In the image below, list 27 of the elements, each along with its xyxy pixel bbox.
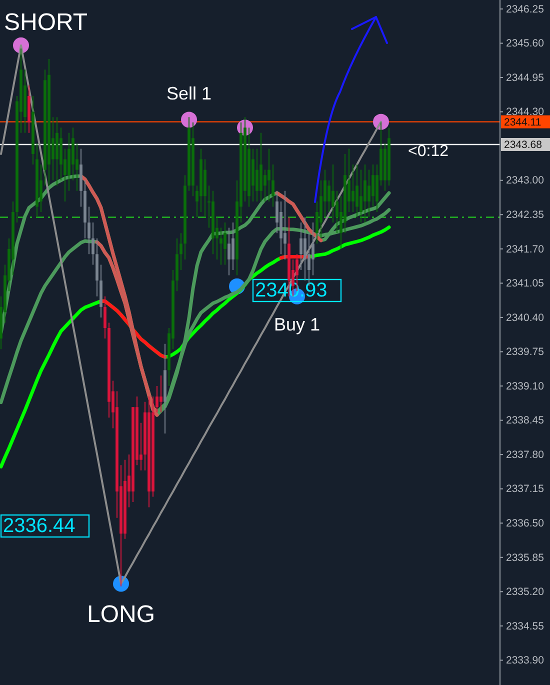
y-tick-label: 2334.55 — [506, 620, 544, 632]
y-tick-label: 2338.45 — [506, 414, 544, 427]
y-tick-label: 2335.85 — [506, 552, 544, 564]
y-tick-label: 2341.70 — [506, 243, 544, 256]
y-tick-label: 2344.30 — [506, 106, 544, 118]
text: <0:12 — [408, 143, 449, 160]
y-tick-label: 2344.95 — [506, 72, 544, 84]
y-tick-label: 2341.05 — [506, 278, 544, 290]
y-tick-label: 2346.25 — [506, 3, 544, 16]
y-tick-label: 2336.50 — [506, 517, 544, 530]
y-tick-label: 2337.15 — [506, 483, 544, 496]
annotation: Sell 1 — [166, 84, 212, 104]
annotation: Buy 1 — [274, 314, 320, 334]
y-tick-label: 2342.35 — [506, 208, 544, 221]
y-tick-label: 2343.00 — [506, 174, 544, 187]
annotation: 2336.44 — [3, 515, 76, 537]
annotation: LONG — [86, 600, 156, 628]
ref-line-label: 2344.11 — [504, 116, 542, 128]
y-tick-label: 2337.80 — [506, 448, 544, 461]
annotation: SHORT — [4, 9, 88, 36]
y-tick-label: 2339.75 — [506, 346, 544, 358]
y-tick-label: 2340.40 — [506, 312, 544, 324]
y-tick-label: 2335.20 — [506, 586, 544, 598]
y-tick-label: 2333.90 — [506, 654, 544, 667]
y-tick-label: 2345.60 — [506, 38, 544, 50]
ref-line-label: 2343.68 — [504, 139, 542, 152]
y-tick-label: 2339.10 — [506, 380, 544, 392]
